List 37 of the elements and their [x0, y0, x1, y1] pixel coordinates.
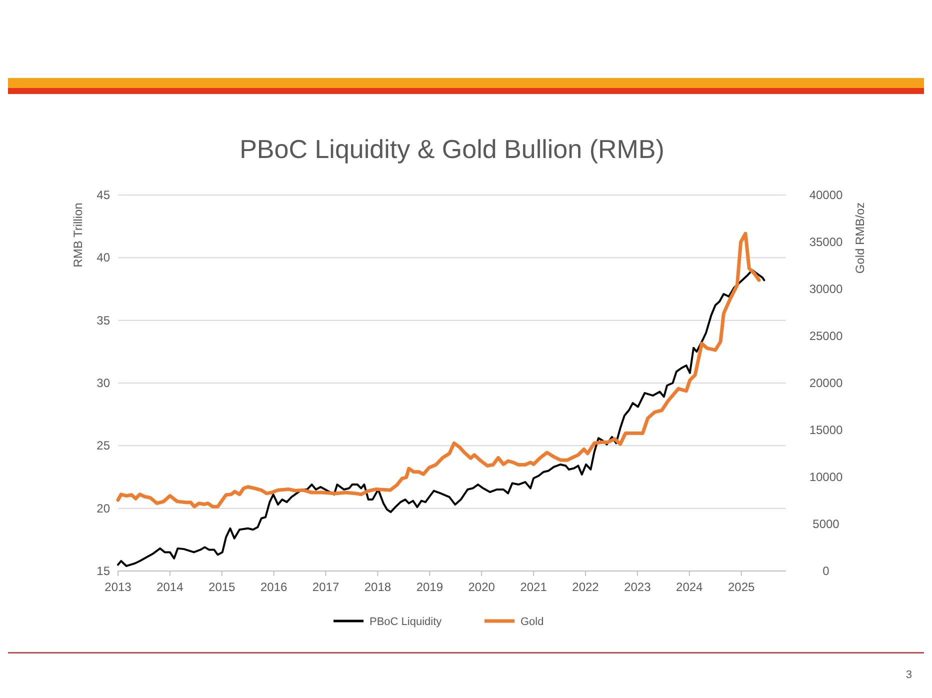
y2-tick-label: 5000 — [812, 517, 840, 531]
y-tick-label: 25 — [96, 438, 110, 453]
x-tick-label: 2023 — [624, 580, 652, 594]
y-tick-label: 20 — [96, 501, 110, 516]
y-tick-label: 35 — [96, 313, 110, 328]
x-tick-label: 2015 — [208, 580, 236, 594]
x-tick-label: 2021 — [520, 580, 548, 594]
y-tick-label: 30 — [96, 376, 110, 390]
y-tick-label: 45 — [96, 188, 110, 202]
y2-tick-label: 15000 — [809, 423, 844, 437]
chart-title: PBoC Liquidity & Gold Bullion (RMB) — [240, 134, 664, 164]
legend-label: Gold — [520, 616, 544, 628]
text: 3 — [906, 669, 912, 681]
legend-label: PBoC Liquidity — [370, 616, 442, 628]
y2-tick-label: 20000 — [809, 376, 844, 390]
x-tick-label: 2020 — [468, 580, 496, 594]
y2-axis-title: Gold RMB/oz — [853, 202, 867, 274]
x-tick-label: 2019 — [416, 580, 444, 594]
line-series — [117, 269, 766, 567]
y2-tick-label: 25000 — [809, 329, 844, 343]
x-tick-label: 2025 — [728, 580, 755, 594]
x-tick-label: 2013 — [104, 580, 132, 594]
line-series — [116, 232, 761, 508]
x-tick-label: 2018 — [364, 580, 392, 594]
y2-tick-label: 40000 — [809, 188, 844, 202]
x-tick-label: 2016 — [260, 580, 288, 594]
x-tick-label: 2014 — [156, 580, 184, 594]
y2-tick-label: 0 — [822, 564, 830, 578]
y-axis-title: RMB Trillion — [71, 202, 85, 268]
y2-tick-label: 35000 — [809, 235, 844, 249]
x-tick-label: 2022 — [572, 580, 600, 594]
y2-tick-label: 30000 — [809, 282, 844, 296]
y2-tick-label: 10000 — [809, 470, 844, 484]
y-tick-label: 15 — [96, 564, 110, 578]
x-tick-label: 2017 — [312, 580, 340, 594]
x-tick-label: 2024 — [676, 580, 704, 594]
y-tick-label: 40 — [96, 250, 110, 265]
